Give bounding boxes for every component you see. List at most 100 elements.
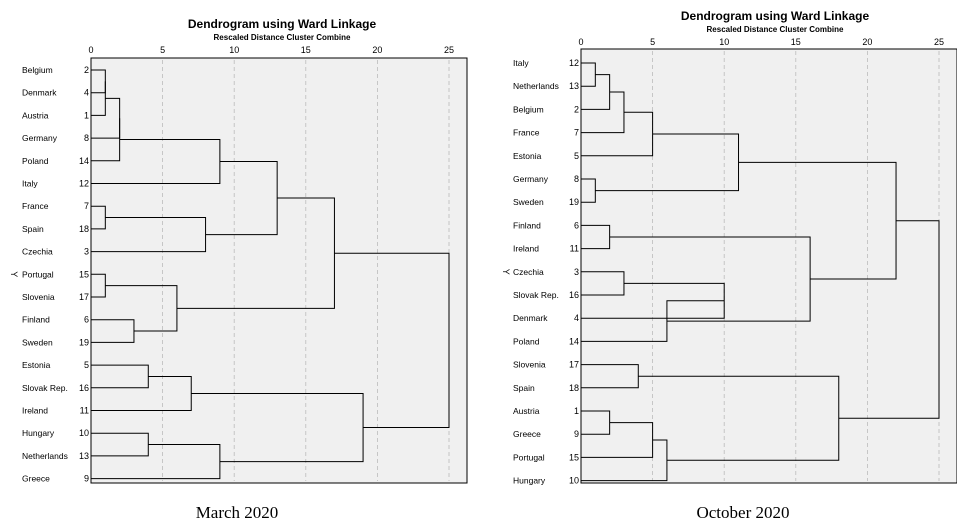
leaf-label: Slovak Rep.: [22, 383, 68, 393]
leaf-case-number: 16: [569, 290, 579, 300]
dendrogram-panel-1: Dendrogram using Ward Linkage Rescaled Di…: [9, 17, 468, 522]
leaf-case-number: 7: [574, 128, 579, 138]
leaf-case-number: 14: [79, 156, 89, 166]
leaf-label: Belgium: [22, 65, 53, 75]
leaf-label: Estonia: [22, 360, 51, 370]
leaf-label: Portugal: [22, 269, 54, 279]
leaf-label: Poland: [513, 336, 540, 346]
leaf-label: Denmark: [22, 88, 57, 98]
x-tick-label: 5: [650, 37, 655, 47]
leaf-label: Finland: [513, 220, 541, 230]
x-tick-label: 15: [791, 37, 801, 47]
leaf-case-number: 3: [84, 247, 89, 257]
x-tick-label: 25: [444, 45, 454, 55]
chart-title: Dendrogram using Ward Linkage: [681, 9, 870, 23]
leaf-label: Finland: [22, 315, 50, 325]
cluster-link: [334, 252, 450, 429]
leaf-case-number: 17: [569, 360, 579, 370]
leaf-case-number: 6: [574, 220, 579, 230]
leaf-label: Spain: [22, 224, 44, 234]
chart-subtitle: Rescaled Distance Cluster Combine: [214, 33, 351, 42]
x-tick-label: 15: [301, 45, 311, 55]
leaf-case-number: 12: [569, 58, 579, 68]
cluster-link: [838, 220, 940, 419]
leaf-case-number: 1: [84, 110, 89, 120]
leaf-label: Poland: [22, 156, 49, 166]
plot-area: [90, 57, 468, 484]
leaf-label: Italy: [22, 179, 38, 189]
leaf-label: Slovak Rep.: [513, 290, 559, 300]
leaf-label: Greece: [22, 474, 50, 484]
leaf-case-number: 18: [569, 383, 579, 393]
leaf-label: Hungary: [22, 428, 55, 438]
leaf-label: Netherlands: [22, 451, 68, 461]
leaf-case-number: 13: [79, 451, 89, 461]
leaf-label: Ireland: [513, 244, 539, 254]
leaf-case-number: 4: [574, 313, 579, 323]
leaf-label: France: [22, 201, 49, 211]
panel-caption: October 2020: [696, 503, 789, 522]
leaf-case-number: 19: [79, 337, 89, 347]
leaf-label: Sweden: [22, 337, 53, 347]
chart-subtitle: Rescaled Distance Cluster Combine: [707, 25, 844, 34]
leaf-label: Denmark: [513, 313, 548, 323]
x-tick-label: 20: [862, 37, 872, 47]
leaf-label: Slovenia: [513, 360, 546, 370]
cluster-link: [91, 118, 121, 162]
cluster-link: [91, 81, 106, 116]
leaf-case-number: 16: [79, 383, 89, 393]
leaf-label: France: [513, 128, 540, 138]
leaf-label: Estonia: [513, 151, 542, 161]
leaf-case-number: 10: [79, 428, 89, 438]
leaf-case-number: 13: [569, 81, 579, 91]
leaf-case-number: 4: [84, 88, 89, 98]
leaf-case-number: 2: [84, 65, 89, 75]
x-tick-label: 10: [229, 45, 239, 55]
leaf-case-number: 11: [570, 244, 579, 254]
leaf-label: Italy: [513, 58, 529, 68]
chart-title: Dendrogram using Ward Linkage: [188, 17, 377, 31]
leaf-case-number: 14: [569, 336, 579, 346]
leaf-label: Germany: [22, 133, 58, 143]
leaf-case-number: 15: [569, 452, 579, 462]
leaf-case-number: 2: [574, 104, 579, 114]
leaf-case-number: 18: [79, 224, 89, 234]
x-tick-label: 5: [160, 45, 165, 55]
leaf-case-number: 9: [84, 474, 89, 484]
leaf-label: Netherlands: [513, 81, 559, 91]
leaf-case-number: 6: [84, 315, 89, 325]
leaf-label: Sweden: [513, 197, 544, 207]
leaf-label: Greece: [513, 429, 541, 439]
selection-marker: Y: [501, 269, 511, 275]
leaf-case-number: 3: [574, 267, 579, 277]
x-tick-label: 0: [578, 37, 583, 47]
leaf-case-number: 8: [574, 174, 579, 184]
leaf-label: Austria: [513, 406, 540, 416]
dendrogram-panel-2: Dendrogram using Ward Linkage Rescaled Di…: [501, 9, 957, 522]
leaf-case-number: 9: [574, 429, 579, 439]
leaf-label: Czechia: [513, 267, 544, 277]
plot-area: [580, 48, 957, 484]
x-tick-label: 20: [372, 45, 382, 55]
leaf-label: Belgium: [513, 104, 544, 114]
leaf-case-number: 7: [84, 201, 89, 211]
leaf-case-number: 8: [84, 133, 89, 143]
selection-marker: Y: [9, 271, 19, 277]
x-tick-label: 10: [719, 37, 729, 47]
x-tick-label: 0: [88, 45, 93, 55]
leaf-case-number: 15: [79, 269, 89, 279]
leaf-case-number: 5: [84, 360, 89, 370]
leaf-label: Spain: [513, 383, 535, 393]
leaf-label: Germany: [513, 174, 549, 184]
leaf-label: Czechia: [22, 247, 53, 257]
x-tick-label: 25: [934, 37, 944, 47]
leaf-case-number: 17: [79, 292, 89, 302]
leaf-case-number: 10: [569, 476, 579, 486]
leaf-case-number: 11: [80, 406, 89, 416]
leaf-label: Austria: [22, 110, 49, 120]
leaf-case-number: 12: [79, 179, 89, 189]
leaf-label: Hungary: [513, 476, 546, 486]
leaf-label: Portugal: [513, 452, 545, 462]
leaf-label: Ireland: [22, 406, 48, 416]
